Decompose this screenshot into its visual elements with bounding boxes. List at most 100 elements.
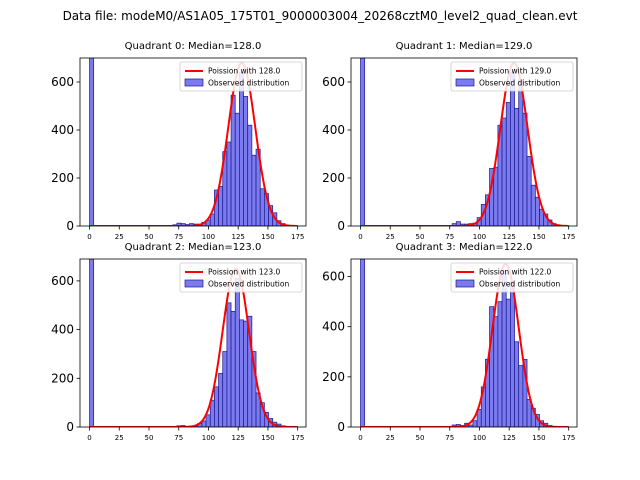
legend: Poission with 122.0 Observed distribution: [450, 262, 574, 293]
panel-title: Quadrant 2: Median=123.0: [125, 242, 262, 253]
histogram-bar: [243, 96, 249, 226]
x-tick-label: 75: [174, 233, 183, 241]
y-tick-label: 0: [66, 219, 74, 233]
y-tick-label: 200: [51, 171, 74, 185]
legend: Poission with 128.0 Observed distribution: [179, 61, 303, 92]
x-tick-label: 175: [562, 434, 575, 442]
x-tick-label: 50: [416, 434, 425, 442]
axes-frame: [350, 57, 578, 227]
histogram-bar: [259, 188, 265, 226]
quadrant-3-chart: Quadrant 3: Median=122.0 0 200 400 600 0 25 50 7…: [322, 242, 578, 442]
panel-title: Quadrant 3: Median=122.0: [396, 242, 533, 253]
legend-box: [450, 61, 574, 92]
histogram-bar: [535, 196, 540, 226]
poisson-curve: [89, 267, 298, 427]
legend: Poission with 123.0 Observed distribution: [179, 262, 303, 293]
x-tick-label: 75: [445, 233, 454, 241]
histogram-bar: [239, 72, 244, 226]
y-tick-label: 200: [322, 370, 345, 384]
x-tick-label: 125: [232, 233, 245, 241]
legend-label-curve: Poission with 128.0: [208, 67, 281, 76]
histogram-bar: [226, 141, 232, 226]
histogram-bar: [230, 94, 236, 226]
x-tick-label: 100: [202, 233, 215, 241]
y-tick-label: 200: [322, 171, 345, 185]
histogram-bar: [510, 72, 515, 226]
histogram-bar: [514, 341, 520, 427]
x-tick-label: 0: [87, 233, 91, 241]
legend-label-bars: Observed distribution: [208, 79, 289, 88]
y-tick-label: 0: [337, 219, 345, 233]
histogram-bar: [218, 186, 224, 226]
histogram-bar: [243, 320, 249, 427]
histogram-bar: [514, 108, 520, 226]
x-tick-label: 100: [202, 434, 215, 442]
x-tick-label: 50: [145, 434, 154, 442]
x-tick-label: 125: [503, 434, 516, 442]
y-tick-label: 400: [51, 123, 74, 137]
quadrant-1-chart: Quadrant 1: Median=129.0 0 200 400 600 0 25 50 7…: [322, 41, 578, 241]
histogram-bar: [518, 365, 524, 427]
x-tick-label: 75: [445, 434, 454, 442]
x-tick-label: 50: [145, 233, 154, 241]
legend-box: [450, 262, 574, 293]
histogram-bar: [360, 259, 366, 427]
histogram-bar: [497, 301, 503, 427]
x-tick-label: 150: [532, 233, 545, 241]
x-tick-label: 125: [232, 434, 245, 442]
histogram-bar: [89, 58, 95, 226]
legend-box: [179, 262, 303, 293]
histogram-bar: [234, 278, 240, 427]
histogram-bar: [230, 311, 236, 427]
x-tick-label: 150: [261, 434, 274, 442]
histogram-bar: [218, 373, 224, 427]
histogram-bar: [251, 154, 257, 226]
histogram-bar: [472, 420, 478, 427]
x-tick-label: 0: [358, 434, 362, 442]
poisson-curve: [360, 262, 569, 427]
legend-box: [179, 61, 303, 92]
histogram-bar: [226, 302, 232, 427]
x-tick-label: 150: [261, 233, 274, 241]
axes-frame: [79, 258, 307, 428]
histogram-bar: [501, 117, 507, 226]
x-tick-label: 25: [386, 434, 395, 442]
x-tick-label: 100: [473, 233, 486, 241]
histogram-bar: [247, 124, 253, 226]
histogram-bar: [505, 102, 511, 226]
axes-frame: [350, 258, 578, 428]
x-tick-label: 0: [87, 434, 91, 442]
histogram-bar: [360, 58, 366, 226]
legend-label-bars: Observed distribution: [479, 79, 560, 88]
histogram-bars: [89, 259, 286, 427]
histogram-bar: [501, 271, 507, 427]
quadrant-2-chart: Quadrant 2: Median=123.0 0 200 400 600 0 25 50 7…: [51, 242, 307, 442]
histogram-bar: [526, 156, 532, 226]
legend-label-curve: Poission with 123.0: [208, 268, 281, 277]
x-tick-label: 25: [386, 233, 395, 241]
histogram-bar: [234, 112, 240, 226]
x-tick-label: 100: [473, 434, 486, 442]
x-tick-label: 75: [174, 434, 183, 442]
histogram-bar: [239, 319, 244, 427]
y-tick-label: 600: [51, 75, 74, 89]
panel-title: Quadrant 1: Median=129.0: [396, 41, 533, 52]
y-tick-label: 600: [322, 75, 345, 89]
x-tick-label: 25: [115, 233, 124, 241]
x-tick-label: 175: [291, 233, 304, 241]
x-tick-label: 175: [291, 434, 304, 442]
x-tick-label: 125: [503, 233, 516, 241]
legend-bar-swatch: [455, 78, 475, 87]
histogram-bar: [522, 112, 528, 226]
histogram-bar: [493, 316, 499, 427]
legend-bar-swatch: [455, 279, 475, 288]
panels: Quadrant 0: Median=128.0 0 200 400 600 0 25 50 7…: [51, 41, 578, 442]
x-tick-label: 150: [532, 434, 545, 442]
histogram-bar: [505, 298, 511, 427]
y-tick-label: 600: [322, 270, 345, 284]
histogram-bar: [89, 259, 95, 427]
x-tick-label: 25: [115, 434, 124, 442]
legend-label-curve: Poission with 122.0: [479, 268, 552, 277]
histogram-bar: [530, 184, 536, 226]
